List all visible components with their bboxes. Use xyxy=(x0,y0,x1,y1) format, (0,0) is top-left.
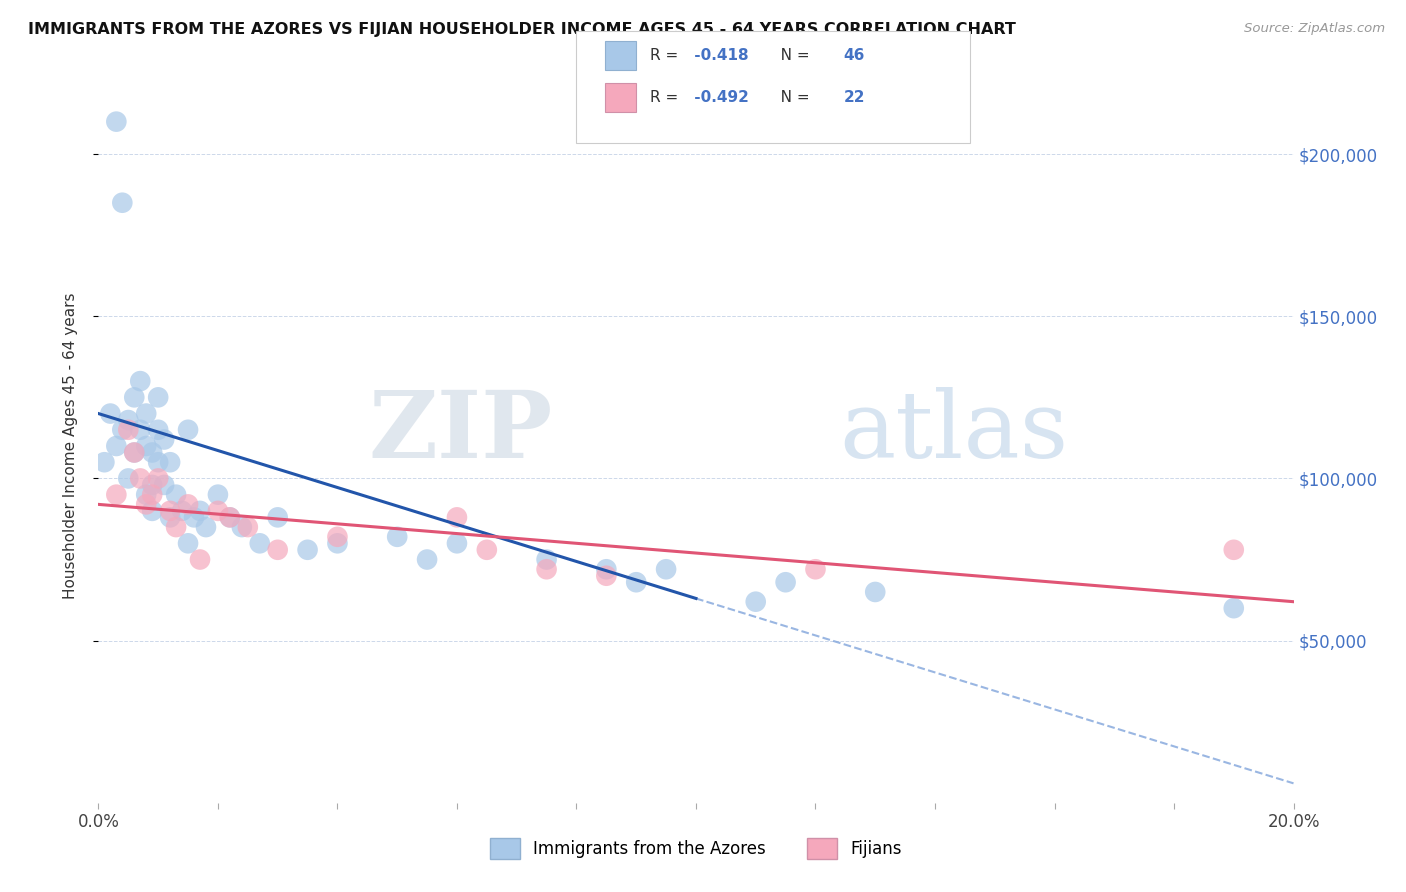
Text: R =: R = xyxy=(650,90,683,104)
Point xyxy=(446,536,468,550)
Point xyxy=(135,439,157,453)
Text: atlas: atlas xyxy=(839,387,1069,476)
Point xyxy=(124,390,146,404)
Point xyxy=(124,445,146,459)
Point xyxy=(326,530,349,544)
Text: N =: N = xyxy=(766,48,814,62)
Point xyxy=(111,195,134,210)
Point xyxy=(117,423,139,437)
Point xyxy=(177,423,200,437)
Point xyxy=(595,568,617,582)
Point xyxy=(385,530,409,544)
Text: Source: ZipAtlas.com: Source: ZipAtlas.com xyxy=(1244,22,1385,36)
Point xyxy=(236,520,259,534)
Point xyxy=(655,562,678,576)
Point xyxy=(111,423,134,437)
Point xyxy=(135,488,157,502)
Point xyxy=(148,423,170,437)
Point xyxy=(153,478,176,492)
Point xyxy=(297,542,319,557)
Text: 46: 46 xyxy=(844,48,865,62)
Point xyxy=(117,471,139,485)
Point xyxy=(207,488,229,502)
Point xyxy=(117,413,139,427)
Point xyxy=(141,488,163,502)
Point xyxy=(326,536,349,550)
Point xyxy=(207,504,229,518)
Point xyxy=(745,595,768,609)
Point xyxy=(177,497,200,511)
Text: R =: R = xyxy=(650,48,683,62)
Point xyxy=(93,455,115,469)
Point xyxy=(165,520,187,534)
Point xyxy=(219,510,242,524)
Point xyxy=(129,471,152,485)
Point xyxy=(188,504,211,518)
Point xyxy=(124,445,146,459)
Point xyxy=(626,575,648,590)
Text: -0.492: -0.492 xyxy=(689,90,749,104)
Point xyxy=(159,455,181,469)
Point xyxy=(105,439,128,453)
Point xyxy=(865,585,887,599)
Text: ZIP: ZIP xyxy=(368,387,553,476)
Point xyxy=(172,504,194,518)
Point xyxy=(475,542,498,557)
Point xyxy=(135,407,157,421)
Point xyxy=(267,542,290,557)
Point xyxy=(219,510,242,524)
Point xyxy=(141,504,163,518)
Point xyxy=(416,552,439,566)
Point xyxy=(148,455,170,469)
Point xyxy=(195,520,218,534)
Text: -0.418: -0.418 xyxy=(689,48,748,62)
Y-axis label: Householder Income Ages 45 - 64 years: Householder Income Ages 45 - 64 years xyxy=(63,293,77,599)
Point xyxy=(775,575,797,590)
Point xyxy=(804,562,827,576)
Point xyxy=(231,520,253,534)
Point xyxy=(267,510,290,524)
Point xyxy=(536,562,558,576)
Point xyxy=(129,374,152,388)
Point xyxy=(98,407,122,421)
Point xyxy=(141,445,163,459)
Point xyxy=(129,423,152,437)
Point xyxy=(159,510,181,524)
Point xyxy=(536,552,558,566)
Point xyxy=(105,114,128,128)
Text: N =: N = xyxy=(766,90,814,104)
Point xyxy=(153,433,176,447)
Point xyxy=(148,471,170,485)
Point xyxy=(188,552,211,566)
Point xyxy=(446,510,468,524)
Point xyxy=(1223,601,1246,615)
Point xyxy=(183,510,205,524)
Point xyxy=(159,504,181,518)
Point xyxy=(135,497,157,511)
Point xyxy=(141,478,163,492)
Point xyxy=(595,562,617,576)
Legend: Immigrants from the Azores, Fijians: Immigrants from the Azores, Fijians xyxy=(484,831,908,866)
Point xyxy=(165,488,187,502)
Text: 22: 22 xyxy=(844,90,865,104)
Point xyxy=(177,536,200,550)
Text: IMMIGRANTS FROM THE AZORES VS FIJIAN HOUSEHOLDER INCOME AGES 45 - 64 YEARS CORRE: IMMIGRANTS FROM THE AZORES VS FIJIAN HOU… xyxy=(28,22,1017,37)
Point xyxy=(105,488,128,502)
Point xyxy=(1223,542,1246,557)
Point xyxy=(249,536,271,550)
Point xyxy=(148,390,170,404)
